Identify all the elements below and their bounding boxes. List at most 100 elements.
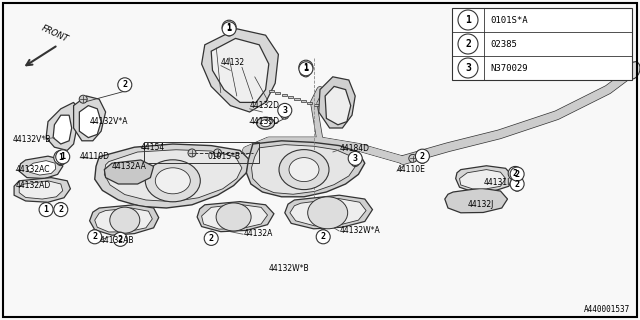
Polygon shape (269, 90, 274, 92)
Text: 2: 2 (122, 80, 127, 89)
Text: 3: 3 (282, 106, 287, 115)
Circle shape (214, 149, 221, 157)
Text: 2: 2 (420, 152, 425, 161)
Ellipse shape (289, 158, 319, 182)
Circle shape (508, 166, 522, 180)
Ellipse shape (260, 120, 271, 127)
Circle shape (458, 10, 478, 30)
Text: 0101S*A: 0101S*A (490, 15, 527, 25)
Text: 44132D: 44132D (250, 101, 280, 110)
Text: 2: 2 (513, 169, 518, 178)
Text: 44132V*A: 44132V*A (90, 117, 128, 126)
Polygon shape (74, 96, 106, 141)
Text: 44110E: 44110E (397, 165, 426, 174)
Text: 44132AC: 44132AC (16, 165, 51, 174)
Text: 44135D: 44135D (250, 117, 280, 126)
Circle shape (188, 149, 196, 157)
Text: FRONT: FRONT (40, 24, 70, 44)
Circle shape (39, 203, 53, 217)
Text: 44132: 44132 (221, 58, 245, 67)
Text: 44132V*B: 44132V*B (13, 135, 51, 144)
Polygon shape (197, 202, 274, 232)
Polygon shape (285, 195, 372, 229)
Circle shape (278, 103, 292, 117)
Circle shape (299, 62, 313, 76)
Circle shape (351, 159, 359, 167)
Polygon shape (319, 77, 355, 128)
Text: 2: 2 (209, 234, 214, 243)
Circle shape (511, 173, 519, 181)
Circle shape (415, 149, 429, 163)
Polygon shape (14, 178, 70, 202)
Text: 44132AA: 44132AA (112, 162, 147, 171)
Circle shape (91, 230, 99, 237)
Circle shape (204, 231, 218, 245)
Text: A440001537: A440001537 (584, 305, 630, 314)
Circle shape (299, 60, 313, 74)
Text: N370029: N370029 (490, 63, 527, 73)
Text: 44132W*A: 44132W*A (339, 226, 380, 235)
Polygon shape (19, 156, 63, 179)
Polygon shape (307, 102, 312, 104)
Circle shape (207, 231, 215, 239)
Polygon shape (252, 145, 356, 194)
Text: 44132W*B: 44132W*B (269, 264, 309, 273)
Polygon shape (211, 38, 269, 102)
Circle shape (316, 230, 330, 244)
Circle shape (302, 69, 310, 77)
Text: 2: 2 (515, 180, 520, 188)
Text: 44184D: 44184D (339, 144, 369, 153)
Polygon shape (301, 100, 306, 101)
Ellipse shape (627, 62, 640, 79)
Polygon shape (460, 170, 506, 189)
Polygon shape (202, 204, 268, 229)
Circle shape (116, 232, 124, 240)
Circle shape (57, 203, 65, 211)
Polygon shape (79, 106, 101, 138)
Circle shape (118, 78, 132, 92)
Text: 1: 1 (303, 63, 308, 72)
Text: 3: 3 (465, 63, 471, 73)
Text: 1: 1 (465, 15, 471, 25)
Text: 2: 2 (465, 39, 471, 49)
Text: 2: 2 (58, 205, 63, 214)
Circle shape (113, 232, 127, 246)
Polygon shape (19, 181, 63, 199)
Circle shape (510, 167, 524, 181)
Circle shape (88, 230, 102, 244)
Circle shape (513, 183, 521, 191)
Bar (452, 8, 632, 80)
Text: 1: 1 (58, 153, 63, 162)
Text: 44154: 44154 (141, 143, 165, 152)
Circle shape (225, 28, 233, 36)
Polygon shape (53, 115, 72, 144)
Polygon shape (290, 198, 366, 226)
Polygon shape (202, 29, 278, 112)
Polygon shape (90, 205, 159, 235)
Circle shape (281, 111, 289, 119)
Text: 2: 2 (321, 232, 326, 241)
Polygon shape (104, 160, 154, 184)
Text: 3: 3 (353, 154, 358, 163)
Polygon shape (46, 102, 80, 150)
Polygon shape (275, 92, 280, 93)
Text: 44132AB: 44132AB (99, 236, 134, 244)
Ellipse shape (156, 168, 190, 194)
Circle shape (300, 68, 308, 76)
Circle shape (222, 22, 236, 36)
Polygon shape (95, 208, 152, 232)
Ellipse shape (110, 207, 140, 233)
Circle shape (222, 20, 236, 34)
Circle shape (57, 158, 65, 166)
Polygon shape (246, 141, 365, 197)
Ellipse shape (216, 203, 251, 231)
Text: 0101S*B: 0101S*B (208, 152, 241, 161)
Text: 2: 2 (118, 235, 123, 244)
Text: 1: 1 (227, 24, 232, 33)
Text: 44131I: 44131I (483, 178, 509, 187)
Circle shape (348, 151, 362, 165)
Circle shape (319, 230, 327, 237)
Polygon shape (456, 166, 513, 192)
Circle shape (54, 150, 68, 164)
Polygon shape (325, 86, 351, 125)
